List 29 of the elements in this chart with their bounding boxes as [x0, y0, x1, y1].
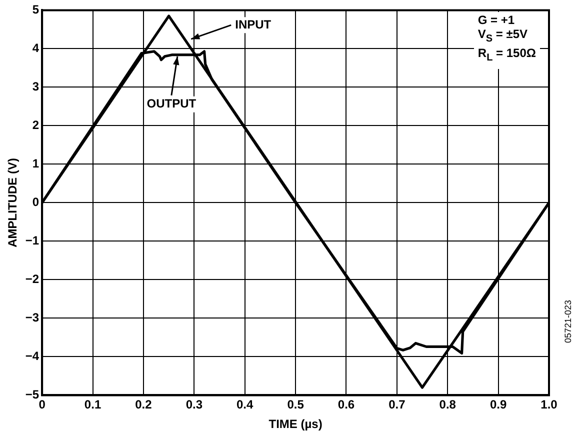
x-axis-title: TIME (µs) [268, 417, 322, 432]
y-tick-label: −3 [25, 310, 40, 325]
y-tick-label: 3 [32, 80, 40, 94]
x-tick-label: 0.4 [236, 398, 254, 412]
y-tick-label: 4 [32, 41, 40, 56]
y-tick-label: −4 [25, 349, 40, 364]
y-tick-label: 5 [32, 2, 40, 17]
annotation: OUTPUT [146, 96, 197, 111]
y-tick-label: −2 [25, 272, 40, 286]
x-tick-label: 0.3 [186, 398, 203, 412]
y-tick-label: −5 [25, 388, 40, 402]
y-tick-label: 2 [32, 118, 40, 132]
annotation: INPUT [235, 17, 272, 32]
annotation: V$_{S}$ = ±5V [478, 27, 529, 46]
x-tick-label: 1.0 [540, 398, 558, 412]
y-tick-label: 0 [32, 195, 40, 210]
y-tick-label: −1 [25, 234, 40, 248]
text: 05721-023 [563, 300, 573, 344]
x-tick-label: 0.1 [84, 398, 102, 412]
y-tick-label: 1 [32, 156, 40, 171]
x-tick-label: 0.7 [388, 398, 406, 412]
annotation: G = +1 [478, 13, 516, 27]
x-tick-label: 0.6 [338, 398, 355, 412]
x-tick-label: 0.2 [135, 398, 152, 412]
annotation: R$_{L}$ = 150Ω [478, 46, 536, 66]
x-tick-label: 0.8 [439, 398, 456, 412]
y-axis-title: AMPLITUDE (V) [6, 158, 20, 248]
x-tick-label: 0.9 [490, 398, 507, 412]
x-tick-label: 0.5 [287, 398, 304, 412]
